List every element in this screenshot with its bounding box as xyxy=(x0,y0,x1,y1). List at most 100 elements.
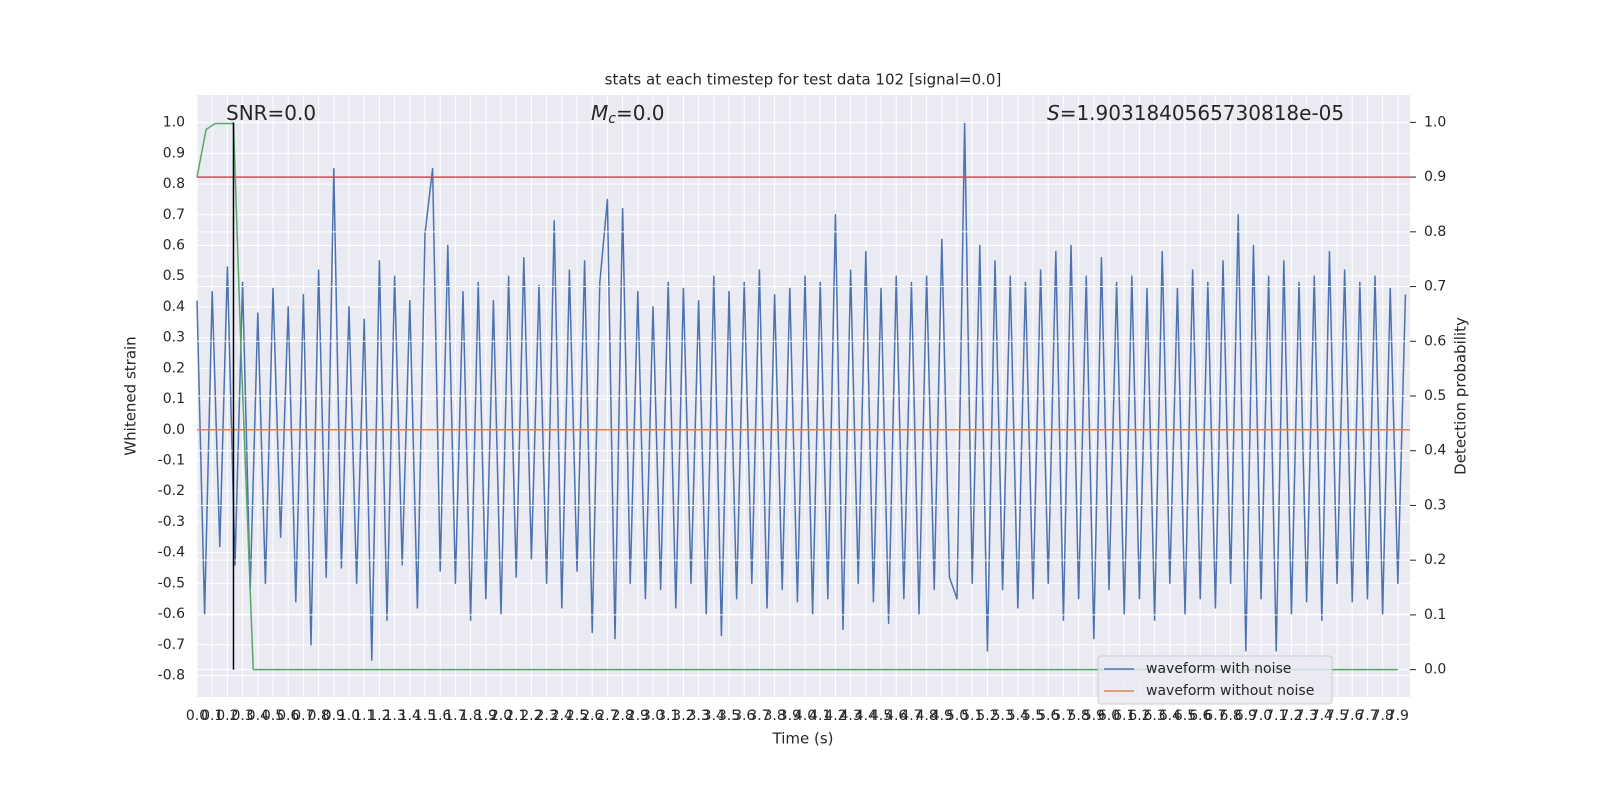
x-tick-label: 6.7 xyxy=(1204,708,1226,724)
x-tick-label: 1.6 xyxy=(429,708,451,724)
x-tick-label: 5.1 xyxy=(961,708,983,724)
annotation-text: =0.0 xyxy=(616,101,665,125)
x-tick-label: 1.8 xyxy=(459,708,481,724)
x-tick-label: 1.9 xyxy=(475,708,497,724)
y-tick-label: 0.9 xyxy=(163,145,185,161)
x-tick-label: 6.5 xyxy=(1174,708,1196,724)
annotation: Mc=0.0 xyxy=(591,101,665,128)
x-tick-label: 3.9 xyxy=(779,708,801,724)
chart-title: stats at each timestep for test data 102… xyxy=(605,71,1002,89)
x-axis-label: Time (s) xyxy=(772,730,834,748)
x-tick-label: 1.5 xyxy=(414,708,436,724)
x-tick-label: 2.7 xyxy=(596,708,618,724)
x-tick-label: 5.9 xyxy=(1083,708,1105,724)
annotation-text: SNR=0.0 xyxy=(226,101,316,125)
y-tick-label: 0.5 xyxy=(163,268,185,284)
x-tick-label: 6.0 xyxy=(1098,708,1120,724)
x-tick-label: 0.9 xyxy=(323,708,345,724)
y-tick-label: 0.2 xyxy=(163,360,185,376)
annotation-symbol: M xyxy=(591,101,608,125)
x-tick-label: 3.7 xyxy=(748,708,770,724)
y2-tick-label: 0.0 xyxy=(1424,662,1446,678)
x-tick-label: 4.8 xyxy=(915,708,937,724)
x-tick-label: 4.5 xyxy=(870,708,892,724)
x-tick-label: 2.2 xyxy=(520,708,542,724)
x-tick-label: 7.5 xyxy=(1326,708,1348,724)
x-tick-label: 2.5 xyxy=(566,708,588,724)
x-tick-label: 0.1 xyxy=(201,708,223,724)
marks xyxy=(196,121,1410,661)
x-tick-label: 1.2 xyxy=(368,708,390,724)
x-tick-label: 3.2 xyxy=(672,708,694,724)
x-tick-label: 0.4 xyxy=(247,708,269,724)
y-tick-label: 1.0 xyxy=(163,115,185,131)
x-tick-label: 4.3 xyxy=(839,708,861,724)
legend-label: waveform with noise xyxy=(1146,661,1291,677)
x-tick-label: 5.7 xyxy=(1052,708,1074,724)
x-tick-label: 2.0 xyxy=(490,708,512,724)
x-tick-label: 7.9 xyxy=(1387,708,1409,724)
x-tick-label: 4.4 xyxy=(855,708,877,724)
x-tick-label: 0.3 xyxy=(231,708,253,724)
x-tick-label: 3.5 xyxy=(718,708,740,724)
x-tick-label: 2.3 xyxy=(535,708,557,724)
x-tick-label: 2.9 xyxy=(627,708,649,724)
x-tick-label: 7.3 xyxy=(1296,708,1318,724)
x-tick-label: 5.8 xyxy=(1067,708,1089,724)
x-tick-label: 7.8 xyxy=(1372,708,1394,724)
legend-label: waveform without noise xyxy=(1146,683,1314,699)
y-tick-label: 0.6 xyxy=(163,238,185,254)
x-tick-label: 3.6 xyxy=(733,708,755,724)
x-tick-label: 4.7 xyxy=(900,708,922,724)
x-tick-label: 6.3 xyxy=(1143,708,1165,724)
x-tick-label: 7.2 xyxy=(1280,708,1302,724)
x-tick-label: 6.6 xyxy=(1189,708,1211,724)
x-tick-label: 4.6 xyxy=(885,708,907,724)
x-tick-label: 2.8 xyxy=(611,708,633,724)
x-tick-label: 5.5 xyxy=(1022,708,1044,724)
y-tick-label: 0.3 xyxy=(163,330,185,346)
y2-tick-label: 1.0 xyxy=(1424,114,1446,130)
y-tick-label: 0.1 xyxy=(163,391,185,407)
annotation: S=1.9031840565730818e-05 xyxy=(1047,101,1344,125)
x-tick-label: 2.1 xyxy=(505,708,527,724)
x-tick-label: 7.7 xyxy=(1356,708,1378,724)
x-tick-label: 4.1 xyxy=(809,708,831,724)
y2-tick-label: 0.1 xyxy=(1424,607,1446,623)
x-tick-label: 1.4 xyxy=(399,708,421,724)
x-tick-label: 3.4 xyxy=(703,708,725,724)
x-tick-label: 1.7 xyxy=(444,708,466,724)
y2-tick-label: 0.5 xyxy=(1424,388,1446,404)
x-tick-label: 5.3 xyxy=(991,708,1013,724)
y-tick-label: 0.8 xyxy=(163,176,185,192)
x-tick-label: 7.1 xyxy=(1265,708,1287,724)
x-tick-label: 0.0 xyxy=(186,708,208,724)
x-tick-label: 4.2 xyxy=(824,708,846,724)
annotation-text: =1.9031840565730818e-05 xyxy=(1060,101,1344,125)
y-tick-label: -0.8 xyxy=(158,668,185,684)
x-tick-label: 0.2 xyxy=(216,708,238,724)
y-tick-label: -0.4 xyxy=(158,545,185,561)
x-tick-label: 2.4 xyxy=(551,708,573,724)
y2-tick-label: 0.8 xyxy=(1424,224,1446,240)
annotation-subscript: c xyxy=(608,111,616,127)
annotation: SNR=0.0 xyxy=(226,101,316,125)
x-tick-label: 3.1 xyxy=(657,708,679,724)
x-tick-label: 5.0 xyxy=(946,708,968,724)
x-tick-label: 4.0 xyxy=(794,708,816,724)
x-tick-label: 5.2 xyxy=(976,708,998,724)
annotation-symbol: S xyxy=(1047,101,1060,125)
x-tick-label: 7.0 xyxy=(1250,708,1272,724)
x-tick-label: 1.3 xyxy=(383,708,405,724)
x-tick-label: 0.5 xyxy=(262,708,284,724)
x-tick-label: 1.0 xyxy=(338,708,360,724)
series-line xyxy=(196,121,1407,661)
x-tick-label: 0.7 xyxy=(292,708,314,724)
y2-tick-label: 0.6 xyxy=(1424,333,1446,349)
y-tick-label: -0.6 xyxy=(158,606,185,622)
x-tick-label: 0.8 xyxy=(307,708,329,724)
x-tick-label: 3.3 xyxy=(687,708,709,724)
y2-tick-label: 0.4 xyxy=(1424,443,1446,459)
